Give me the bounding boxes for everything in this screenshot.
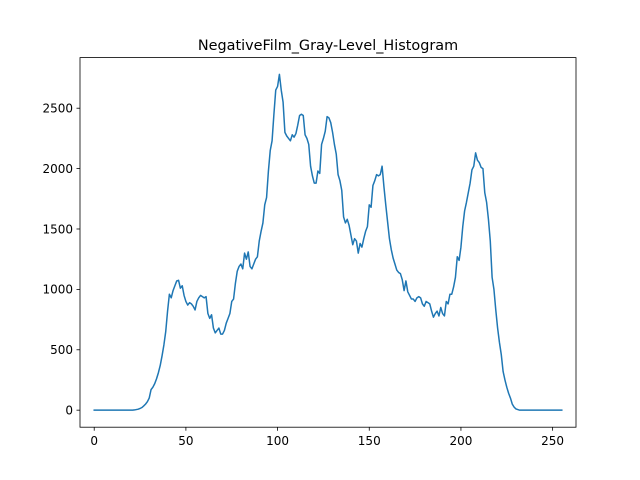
y-tick-label: 2500 — [42, 102, 73, 116]
series-line — [93, 73, 563, 411]
y-tick-label: 1500 — [42, 222, 73, 236]
chart-title: NegativeFilm_Gray-Level_Histogram — [198, 38, 458, 54]
x-tick-label: 150 — [358, 434, 381, 448]
y-tick-label: 2000 — [42, 162, 73, 176]
y-tick-label: 0 — [65, 403, 73, 417]
y-axis: 0 500 1000 1500 2000 2500 — [42, 102, 80, 417]
y-tick-label: 500 — [50, 343, 73, 357]
x-tick-label: 0 — [90, 434, 98, 448]
axes-frame — [79, 57, 577, 428]
y-tick-label: 1000 — [42, 283, 73, 297]
x-tick-label: 250 — [541, 434, 564, 448]
x-tick-label: 100 — [266, 434, 289, 448]
plot-area — [93, 73, 563, 411]
x-axis: 0 50 100 150 200 250 — [90, 427, 564, 448]
x-tick-label: 200 — [449, 434, 472, 448]
x-tick-label: 50 — [178, 434, 193, 448]
